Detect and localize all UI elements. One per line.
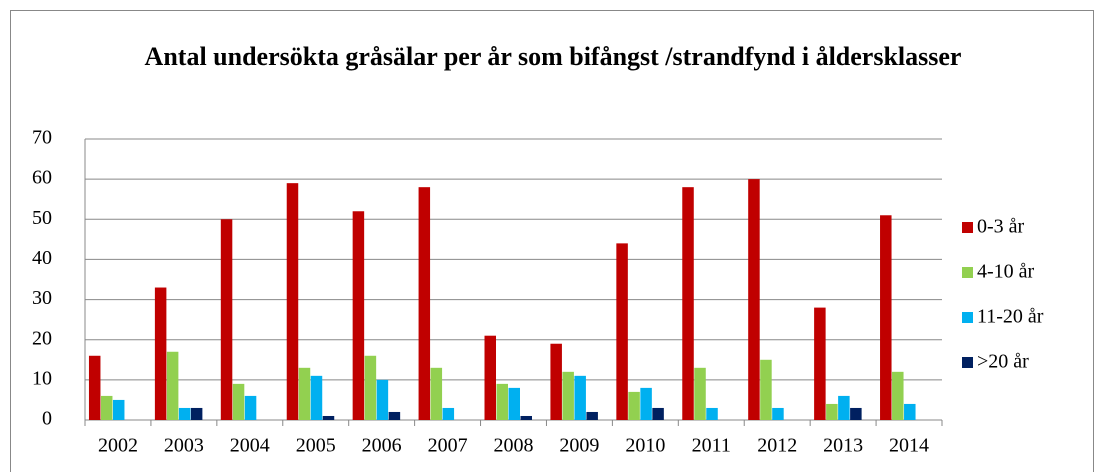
bar bbox=[154, 287, 167, 420]
bar bbox=[388, 411, 401, 420]
legend-label: 0-3 år bbox=[977, 216, 1025, 238]
bar bbox=[112, 399, 125, 420]
bar bbox=[640, 387, 652, 420]
x-tick-label: 2003 bbox=[164, 435, 204, 457]
bar bbox=[652, 407, 664, 420]
bar bbox=[220, 219, 233, 420]
bar bbox=[508, 387, 520, 420]
bar bbox=[760, 359, 772, 420]
bar bbox=[562, 371, 574, 420]
y-tick-label: 10 bbox=[32, 367, 52, 389]
x-tick-label: 2004 bbox=[230, 435, 270, 457]
y-tick-label: 60 bbox=[32, 167, 52, 189]
bar bbox=[310, 375, 323, 420]
bar bbox=[892, 371, 904, 420]
bar bbox=[442, 407, 455, 420]
bar bbox=[418, 187, 431, 420]
bar bbox=[232, 383, 245, 420]
y-tick-label: 70 bbox=[32, 127, 52, 149]
bar bbox=[88, 355, 101, 420]
bar bbox=[748, 179, 760, 420]
bar bbox=[772, 407, 784, 420]
y-tick-label: 0 bbox=[42, 408, 52, 430]
bar bbox=[286, 183, 299, 420]
bar bbox=[322, 415, 335, 420]
legend-swatch bbox=[962, 267, 973, 278]
bar bbox=[376, 379, 389, 420]
bar bbox=[166, 351, 179, 420]
bar bbox=[616, 243, 628, 420]
x-tick-label: 2005 bbox=[296, 435, 336, 457]
legend-swatch bbox=[962, 312, 973, 323]
bar bbox=[190, 407, 203, 420]
bar bbox=[838, 395, 850, 420]
legend-label: 11-20 år bbox=[977, 306, 1044, 328]
bar bbox=[100, 395, 113, 420]
x-tick-label: 2012 bbox=[757, 435, 797, 457]
x-tick-label: 2007 bbox=[428, 435, 468, 457]
y-tick-label: 40 bbox=[32, 247, 52, 269]
bar bbox=[814, 307, 826, 420]
bar bbox=[574, 375, 586, 420]
legend-label: 4-10 år bbox=[977, 261, 1035, 283]
bar bbox=[298, 367, 311, 420]
x-tick-label: 2002 bbox=[98, 435, 138, 457]
legend-swatch bbox=[962, 357, 973, 368]
chart-title: Antal undersökta gråsälar per år som bif… bbox=[144, 42, 962, 71]
x-tick-label: 2014 bbox=[889, 435, 929, 457]
bar bbox=[484, 335, 496, 420]
bar bbox=[430, 367, 443, 420]
chart-border bbox=[10, 10, 1094, 472]
y-tick-label: 20 bbox=[32, 327, 52, 349]
x-tick-label: 2006 bbox=[362, 435, 402, 457]
bar bbox=[706, 407, 718, 420]
x-tick-label: 2013 bbox=[823, 435, 863, 457]
bar bbox=[628, 391, 640, 420]
x-tick-label: 2008 bbox=[494, 435, 534, 457]
bar bbox=[850, 407, 862, 420]
bar bbox=[496, 383, 508, 420]
bar bbox=[352, 211, 365, 420]
bar bbox=[178, 407, 191, 420]
bar bbox=[904, 403, 916, 420]
y-tick-label: 30 bbox=[32, 287, 52, 309]
bar bbox=[244, 395, 257, 420]
bar bbox=[826, 403, 838, 420]
bar bbox=[586, 411, 598, 420]
x-tick-label: 2011 bbox=[692, 435, 731, 457]
y-tick-label: 50 bbox=[32, 207, 52, 229]
bar bbox=[364, 355, 377, 420]
bar bbox=[682, 187, 694, 420]
x-tick-label: 2010 bbox=[625, 435, 665, 457]
bar bbox=[694, 367, 706, 420]
legend-label: >20 år bbox=[977, 351, 1029, 373]
bar bbox=[880, 215, 892, 420]
legend-swatch bbox=[962, 222, 973, 233]
bar bbox=[520, 415, 532, 420]
bar bbox=[550, 343, 562, 420]
x-tick-label: 2009 bbox=[559, 435, 599, 457]
